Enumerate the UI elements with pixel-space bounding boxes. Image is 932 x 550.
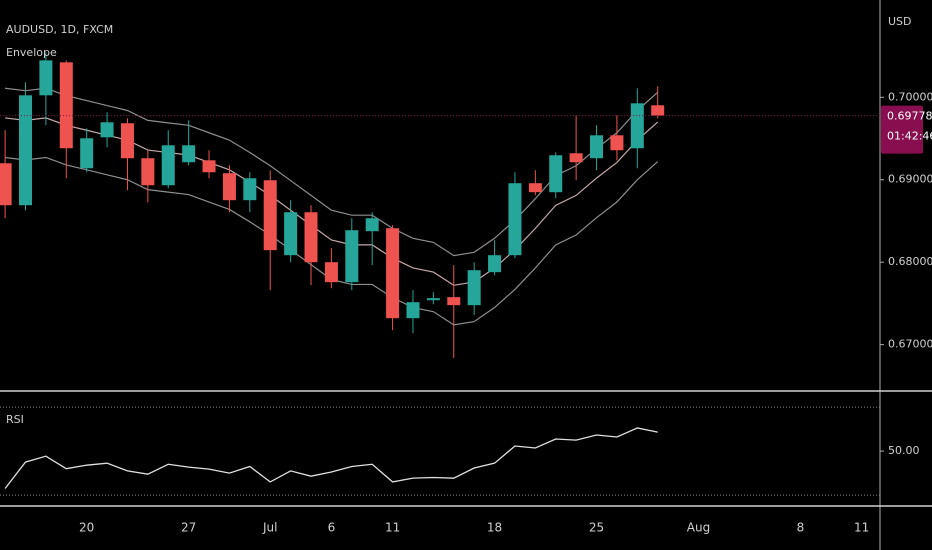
candle-body [630,103,644,149]
candle-body [161,145,175,186]
x-tick-label: Jul [262,521,277,535]
candle-body [120,123,134,159]
candle-body [345,230,359,283]
x-tick-label: 18 [487,521,502,535]
candle-body [528,183,542,193]
candle-body [243,178,257,201]
rsi-line [4,427,658,489]
x-tick-label: 8 [797,521,805,535]
candle-body [59,62,73,149]
envelope-basis [5,117,659,286]
candle-body [263,180,277,251]
indicator-label: Envelope [6,46,57,59]
candle-body [182,145,196,163]
x-tick-label: 20 [79,521,94,535]
x-tick-label: 27 [181,521,196,535]
y-tick-label: 0.68000 [888,255,932,268]
x-tick-label: 11 [854,521,869,535]
last-price-box [881,105,923,154]
envelope-upper [5,87,659,257]
candle-body [488,255,502,273]
y-tick-label: 50.00 [888,444,920,457]
candle-body [590,135,604,159]
currency-label: USD [888,15,912,28]
x-tick-label: Aug [687,521,710,535]
last-price-label: 0.69778 [887,110,932,123]
countdown-label: 01:42:46 [887,130,932,143]
candle-body [651,105,665,116]
candle-body [426,298,440,301]
candle-body [202,160,216,173]
candle-body [549,155,563,193]
candle-body [324,262,338,283]
candle-body [467,270,481,306]
candle-body [386,228,400,319]
x-tick-label: 11 [385,521,400,535]
y-tick-label: 0.70000 [888,90,932,103]
y-tick-label: 0.69000 [888,173,932,186]
candle-body [304,212,318,263]
candle-body [222,173,236,201]
candle-body [508,183,522,256]
candle-body [447,297,461,306]
candle-body [141,158,155,186]
chart-title: AUDUSD, 1D, FXCM [6,23,113,36]
candle-body [365,218,379,232]
rsi-label: RSI [6,413,24,426]
candle-body [18,95,32,206]
candle-body [610,135,624,151]
candle-body [39,60,53,96]
candle-body [406,302,420,319]
candle-body [80,138,94,169]
plot-layer: 0.70000 0.69000 0.68000 0.67000 0.69778 01:42… [0,52,932,535]
candle-body [100,122,114,138]
candle-body [569,153,583,163]
x-tick-label: 6 [328,521,336,535]
candle-body [284,212,298,256]
x-tick-label: 25 [589,521,604,535]
y-tick-label: 0.67000 [888,338,932,351]
candle-body [0,163,12,206]
